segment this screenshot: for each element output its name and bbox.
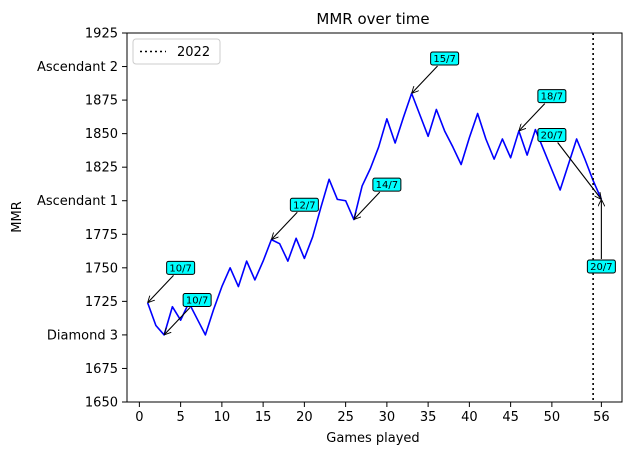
annotation-arrow bbox=[354, 191, 381, 219]
y-tick-label: 1775 bbox=[85, 228, 118, 243]
x-tick-label: 30 bbox=[379, 410, 396, 425]
annotation-label: 10/7 bbox=[169, 263, 191, 274]
annotation-box bbox=[430, 51, 460, 66]
y-tick-label: 1725 bbox=[85, 295, 118, 310]
y-tick-label: Diamond 3 bbox=[47, 328, 118, 343]
axes-frame bbox=[126, 32, 623, 403]
x-tick-label: 35 bbox=[420, 410, 437, 425]
x-tick-label: 10 bbox=[214, 410, 231, 425]
x-tick-label: 45 bbox=[502, 410, 519, 425]
x-tick-label: 56 bbox=[593, 410, 610, 425]
legend-label-2022: 2022 bbox=[177, 45, 210, 60]
x-tick-label: 40 bbox=[461, 410, 478, 425]
plot-area: 0 5 10 15 20 25 30 35 40 45 50 56 1650 1675 Diamond 3 1… bbox=[37, 27, 623, 425]
y-tick-label: 1875 bbox=[85, 94, 118, 109]
y-axis-label: MMR bbox=[10, 201, 25, 232]
annotation-label: 14/7 bbox=[376, 180, 398, 191]
annotation-box bbox=[586, 259, 616, 274]
y-tick-label: 1825 bbox=[85, 161, 118, 176]
y-tick-label: 1650 bbox=[85, 396, 118, 411]
x-tick-label: 20 bbox=[296, 410, 313, 425]
annotation-box bbox=[289, 197, 319, 212]
x-tick-label: 25 bbox=[337, 410, 354, 425]
mmr-series-line bbox=[146, 92, 603, 336]
x-tick-label: 5 bbox=[176, 410, 184, 425]
y-tick-label: Ascendant 2 bbox=[37, 60, 118, 75]
annotation-box bbox=[537, 89, 567, 104]
annotation-arrow bbox=[148, 274, 174, 302]
x-tick-label: 50 bbox=[544, 410, 561, 425]
annotation-box bbox=[182, 293, 212, 308]
annotation-arrow bbox=[271, 211, 298, 239]
x-tick-label: 0 bbox=[135, 410, 143, 425]
y-tick-label: Ascendant 1 bbox=[37, 194, 118, 209]
y-tick-label: 1850 bbox=[85, 127, 118, 142]
y-tick-label: 1925 bbox=[85, 27, 118, 42]
annotation-arrow bbox=[164, 307, 191, 335]
annotation-box bbox=[537, 127, 567, 142]
x-axis-label: Games played bbox=[326, 431, 419, 446]
annotation-label: 12/7 bbox=[293, 200, 315, 211]
chart-title: MMR over time bbox=[316, 10, 429, 28]
annotation-arrow bbox=[557, 142, 602, 199]
annotation-arrow bbox=[519, 103, 546, 131]
y-tick-label: 1750 bbox=[85, 261, 118, 276]
annotation-label: 18/7 bbox=[541, 92, 563, 103]
annotation-box bbox=[166, 260, 196, 275]
annotation-label: 20/7 bbox=[590, 262, 612, 273]
annotation-label: 10/7 bbox=[186, 296, 208, 307]
x-tick-label: 15 bbox=[255, 410, 272, 425]
y-tick-label: 1675 bbox=[85, 362, 118, 377]
annotation-box bbox=[372, 177, 402, 192]
annotation-label: 15/7 bbox=[433, 54, 455, 65]
annotation-label: 20/7 bbox=[541, 130, 563, 141]
annotation-arrow bbox=[412, 65, 438, 93]
legend-box bbox=[132, 38, 221, 65]
